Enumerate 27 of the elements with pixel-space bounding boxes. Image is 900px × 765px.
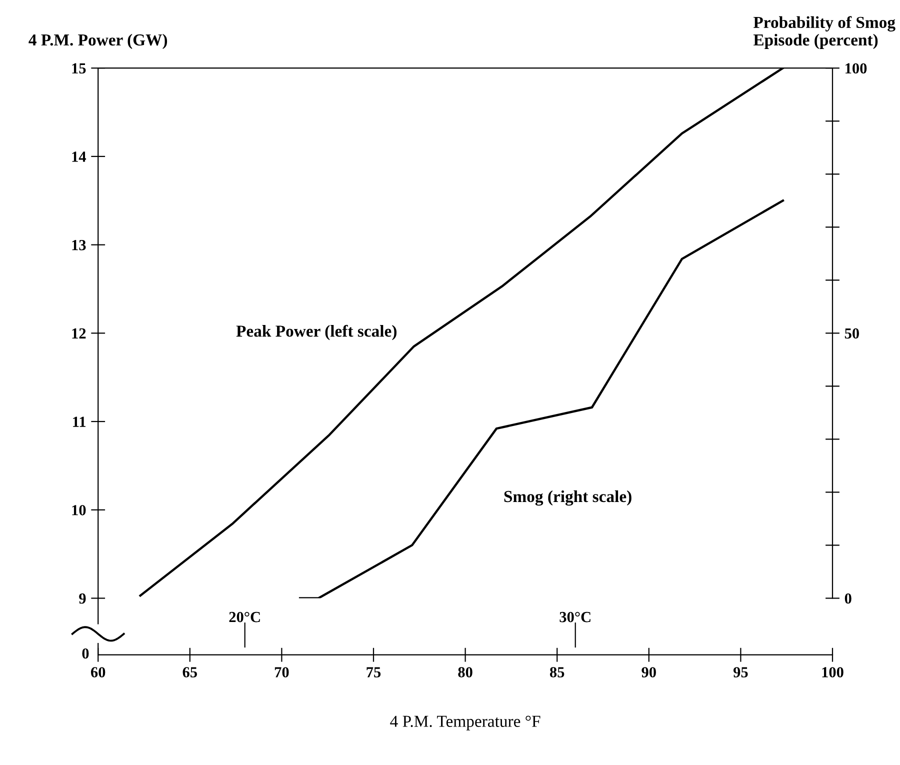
series-label: Peak Power (left scale) xyxy=(236,324,396,340)
x2-tick-label: 20°C xyxy=(229,612,260,622)
y-tick-label: 11 xyxy=(73,416,86,427)
x-tick-label: 75 xyxy=(366,667,381,678)
y2-tick-label: 100 xyxy=(846,63,867,74)
x-tick-label: 90 xyxy=(642,667,656,678)
y-tick-label: 12 xyxy=(72,328,86,338)
x-tick-label: 100 xyxy=(822,667,844,678)
y-tick-label: 14 xyxy=(72,152,86,162)
text: 0 xyxy=(82,648,89,659)
x-tick-label: 70 xyxy=(274,667,289,678)
x2-tick-label: 30°C xyxy=(560,612,590,622)
x-tick-label: 65 xyxy=(182,667,197,678)
y-tick-label: 10 xyxy=(72,505,86,516)
y2-tick-label: 0 xyxy=(844,593,852,604)
y-axis-title: 4 P.M. Power (GW) xyxy=(28,34,168,49)
y-tick-label: 13 xyxy=(72,240,86,250)
text: Smog (right scale) xyxy=(504,490,632,506)
y-tick-label: 15 xyxy=(72,63,86,74)
x-tick-label: 85 xyxy=(550,667,564,678)
y2-axis-title: Probability of Smog Episode (percent) xyxy=(753,16,896,49)
y-tick-label: 9 xyxy=(79,593,86,604)
x-tick-label: 60 xyxy=(90,667,106,678)
x-axis-title: 4 P.M. Temperature °F xyxy=(390,716,540,730)
x-tick-label: 95 xyxy=(733,667,748,678)
y2-tick-label: 50 xyxy=(844,328,859,339)
x-tick-label: 80 xyxy=(458,667,472,678)
